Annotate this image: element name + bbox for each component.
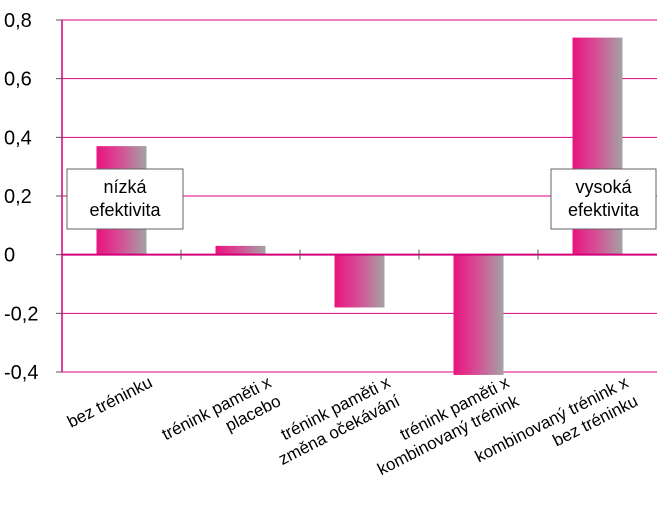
y-tick-label: 0: [4, 245, 15, 267]
axes: [56, 19, 657, 373]
y-axis-tick-labels: -0,4 -0,2 0 0,2 0,4 0,6 0,8: [4, 10, 38, 384]
y-tick-label: -0,4: [4, 362, 38, 384]
y-tick-label: 0,6: [4, 69, 32, 91]
bar: [215, 245, 266, 255]
y-tick-label: 0,8: [4, 10, 32, 32]
category-label: bez tréninku: [64, 373, 155, 432]
annotation-box: vysoká efektivita: [550, 168, 657, 230]
annotation-text: efektivita: [89, 200, 161, 220]
y-tick-label: 0,4: [4, 127, 32, 149]
annotation-text: nízká: [103, 177, 147, 197]
annotation-text: vysoká: [575, 177, 632, 197]
bar: [334, 254, 385, 308]
bar: [453, 254, 504, 375]
annotation-box: nízká efektivita: [66, 168, 184, 230]
annotations: nízká efektivita vysoká efektivita: [66, 168, 657, 230]
annotation-text: efektivita: [568, 200, 640, 220]
x-axis-category-labels: bez tréninku trénink paměti xplacebotréni…: [64, 372, 641, 479]
y-tick-label: -0,2: [4, 303, 38, 325]
y-tick-label: 0,2: [4, 186, 32, 208]
category-label-line: bez tréninku: [64, 373, 155, 432]
